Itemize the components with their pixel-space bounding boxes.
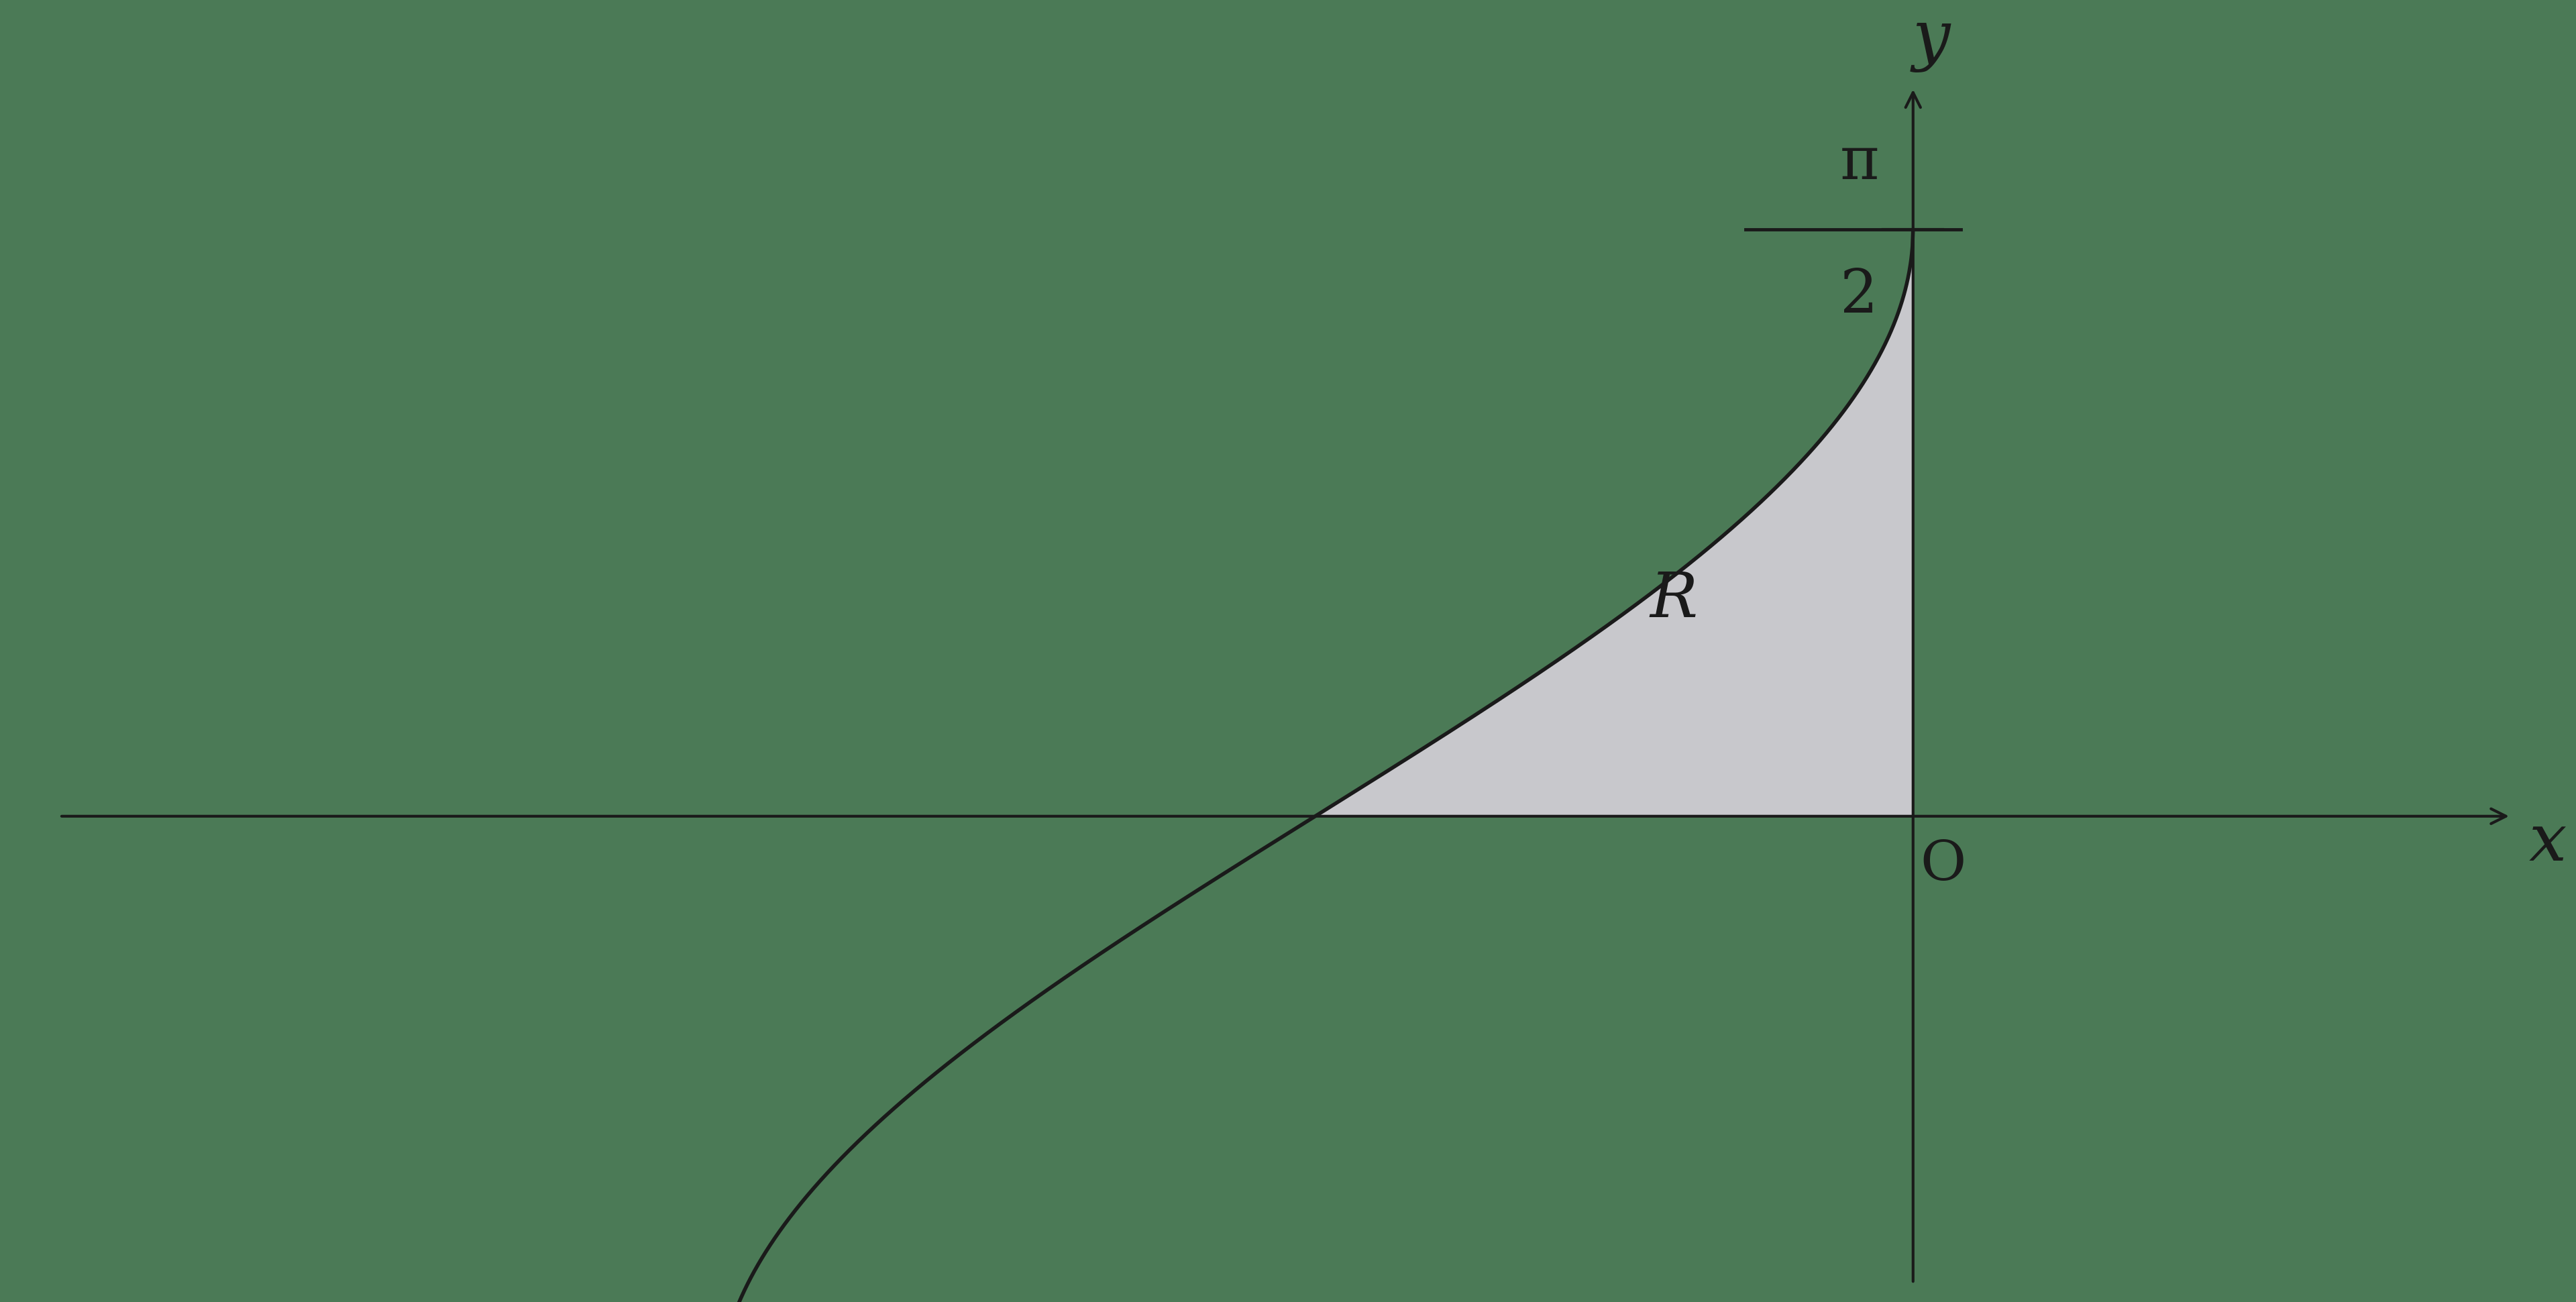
Text: O: O (1919, 838, 1965, 892)
Text: R: R (1651, 569, 1698, 630)
Text: y: y (1911, 9, 1950, 73)
Text: 2: 2 (1839, 267, 1878, 326)
Text: π: π (1839, 133, 1878, 191)
Text: x: x (2530, 810, 2566, 875)
